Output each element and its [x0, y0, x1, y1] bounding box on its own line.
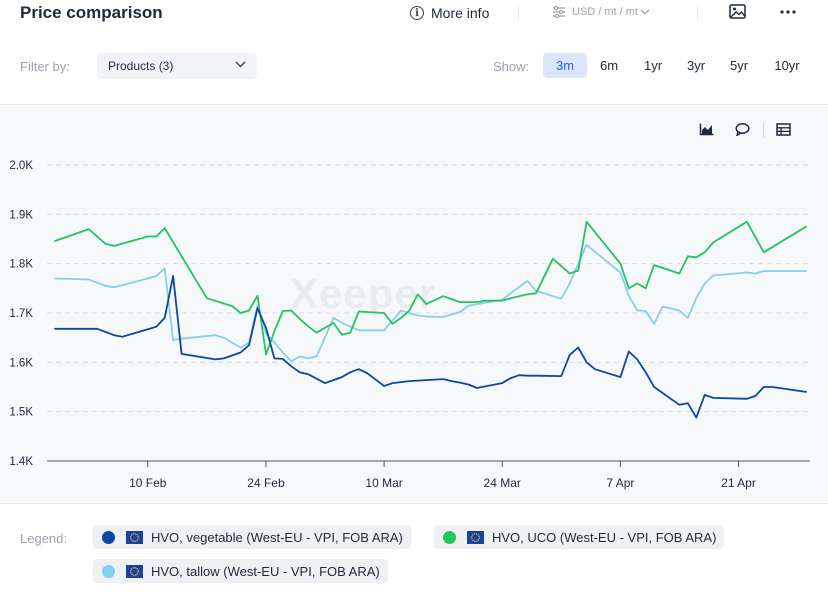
divider: [763, 123, 764, 137]
series-line-0: [54, 275, 807, 419]
eu-flag-icon: [126, 530, 143, 544]
x-tick-label: 7 Apr: [606, 476, 634, 490]
show-label: Show:: [493, 59, 530, 74]
range-6m-button[interactable]: 6m: [599, 58, 619, 73]
x-tick-label: 24 Feb: [247, 476, 285, 490]
chevron-down-icon: [640, 9, 650, 15]
legend-item-label: HVO, tallow (West-EU - VPI, FOB ARA): [151, 563, 380, 579]
legend-dot: [443, 530, 456, 544]
y-tick-label: 1.9K: [9, 209, 33, 221]
more-options-button[interactable]: [780, 10, 796, 14]
divider: [518, 6, 519, 20]
range-10yr-button[interactable]: 10yr: [774, 58, 800, 73]
price-line-chart: 1.4K 1.5K 1.6K 1.7K 1.8K 1.9K 2.0K 10 Feb 24 Feb…: [9, 160, 810, 490]
legend-item-hvo-vegetable[interactable]: HVO, vegetable (West-EU - VPI, FOB ARA): [93, 525, 411, 549]
table-view-button[interactable]: [776, 123, 791, 141]
range-5yr-button[interactable]: 5yr: [729, 58, 749, 73]
y-tick-label: 1.4K: [9, 456, 33, 468]
x-tick-label: 21 Apr: [721, 476, 756, 490]
legend-item-label: HVO, vegetable (West-EU - VPI, FOB ARA): [151, 529, 403, 545]
series-line-1: [54, 220, 807, 356]
y-tick-label: 1.6K: [9, 357, 33, 369]
comments-button[interactable]: [735, 123, 750, 141]
chevron-down-icon: [235, 61, 246, 68]
legend-dot: [102, 564, 115, 578]
range-3m-button[interactable]: 3m: [543, 53, 587, 78]
info-icon: i: [410, 6, 424, 20]
comment-icon: [735, 123, 750, 137]
y-tick-label: 2.0K: [9, 160, 33, 172]
eu-flag-icon: [467, 530, 484, 544]
filter-row: Filter by: Products (3) Show: 3m 6m 1yr …: [0, 50, 828, 82]
chart-type-button[interactable]: [699, 123, 714, 141]
y-tick-label: 1.5K: [9, 407, 33, 419]
more-info-button[interactable]: i More info: [410, 5, 489, 21]
products-select[interactable]: Products (3): [97, 53, 257, 79]
download-image-button[interactable]: [729, 4, 746, 19]
legend-item-hvo-uco[interactable]: HVO, UCO (West-EU - VPI, FOB ARA): [434, 525, 725, 549]
divider: [697, 6, 698, 20]
legend: Legend: HVO, vegetable (West-EU - VPI, F…: [0, 520, 828, 595]
range-3yr-button[interactable]: 3yr: [686, 58, 706, 73]
legend-dot: [102, 530, 115, 544]
sliders-icon: [553, 6, 565, 18]
legend-label: Legend:: [20, 531, 67, 546]
series-line-2: [54, 243, 807, 363]
legend-item-label: HVO, UCO (West-EU - VPI, FOB ARA): [492, 529, 717, 545]
more-info-label: More info: [431, 5, 490, 21]
unit-label: USD / mt / mt: [572, 6, 638, 18]
header: Price comparison i More info USD / mt / …: [0, 0, 828, 30]
y-tick-label: 1.8K: [9, 259, 33, 271]
filter-label: Filter by:: [20, 59, 70, 74]
x-tick-label: 10 Mar: [365, 476, 402, 490]
y-tick-label: 1.7K: [9, 308, 33, 320]
x-tick-label: 24 Mar: [484, 476, 521, 490]
x-tick-label: 10 Feb: [129, 476, 167, 490]
area-chart-icon: [699, 123, 714, 136]
page-title: Price comparison: [20, 3, 163, 22]
table-icon: [776, 123, 791, 136]
image-icon: [729, 4, 746, 19]
chart-panel: Xeeper 1.4K 1.5K 1.6K 1.7K 1.8K 1.9K 2.0K 10 Fe…: [0, 104, 828, 504]
legend-item-hvo-tallow[interactable]: HVO, tallow (West-EU - VPI, FOB ARA): [93, 559, 388, 583]
range-1yr-button[interactable]: 1yr: [643, 58, 663, 73]
unit-select[interactable]: USD / mt / mt: [552, 6, 650, 18]
products-select-value: Products (3): [108, 59, 174, 73]
eu-flag-icon: [126, 564, 143, 578]
more-icon: [780, 10, 796, 14]
